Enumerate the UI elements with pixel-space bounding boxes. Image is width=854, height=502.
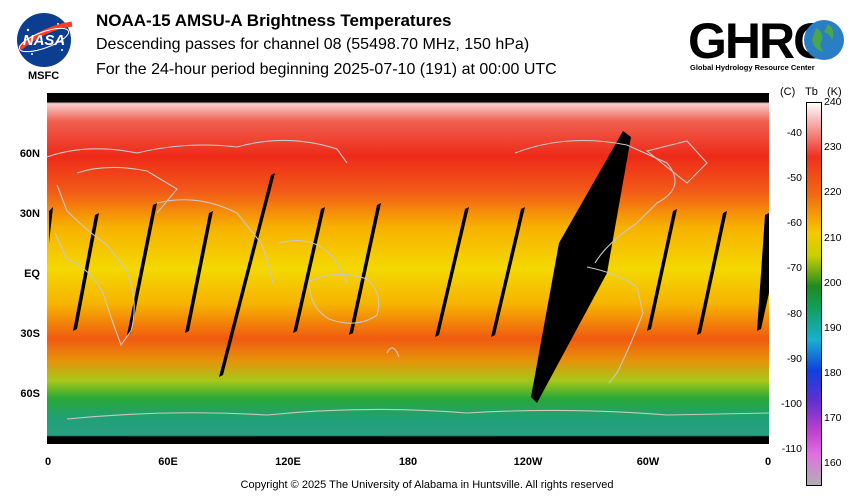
lon-label-120w: 120W	[513, 456, 543, 468]
colorbar-celsius-label: -60	[786, 217, 802, 230]
lat-label-60s: 60S	[20, 388, 40, 400]
colorbar-kelvin-label: 230	[824, 141, 842, 154]
colorbar-kelvin-label: 220	[824, 186, 842, 199]
colorbar-kelvin-label: 210	[824, 231, 842, 244]
colorbar-kelvin-label: 170	[824, 412, 842, 425]
colorbar-celsius-label: -90	[786, 352, 802, 365]
colorbar-header-celsius: (C)	[780, 86, 796, 98]
colorbar-kelvin-label: 190	[824, 321, 842, 334]
colorbar-celsius-label: -40	[786, 126, 802, 139]
nasa-msfc-label: MSFC	[28, 70, 60, 82]
lon-label-180: 180	[398, 456, 418, 468]
nasa-logo: NASA	[17, 13, 73, 67]
colorbar-celsius-label: -80	[786, 307, 802, 320]
colorbar-header-kelvin: (K)	[827, 86, 842, 98]
subtitle-period: For the 24-hour period beginning 2025-07…	[96, 61, 557, 78]
colorbar-kelvin-label: 180	[824, 367, 842, 380]
colorbar-kelvin-label: 200	[824, 276, 842, 289]
colorbar-kelvin-label: 160	[824, 457, 842, 470]
subtitle-channel: Descending passes for channel 08 (55498.…	[96, 36, 530, 53]
ghrc-subtitle: Global Hydrology Resource Center	[690, 63, 815, 72]
lat-label-60n: 60N	[19, 148, 40, 160]
brightness-temperature-map	[47, 93, 769, 444]
colorbar-celsius-label: -110	[781, 443, 802, 456]
temperature-field	[47, 93, 769, 444]
copyright-notice: Copyright © 2025 The University of Alaba…	[240, 479, 614, 491]
lat-label-eq: EQ	[24, 268, 40, 280]
lon-label-60w: 60W	[636, 456, 660, 468]
lon-label-120e: 120E	[275, 456, 301, 468]
lon-label-0-right: 0	[764, 456, 772, 468]
lat-label-30s: 30S	[20, 328, 40, 340]
lon-label-0-left: 0	[44, 456, 52, 468]
colorbar	[806, 102, 822, 486]
page-title: NOAA-15 AMSU-A Brightness Temperatures	[96, 11, 452, 30]
nasa-logo-text: NASA	[23, 32, 66, 49]
colorbar-celsius-label: -100	[780, 398, 802, 410]
lat-label-30n: 30N	[19, 208, 40, 220]
lon-label-60e: 60E	[158, 456, 178, 468]
colorbar-header-tb: Tb	[805, 86, 818, 98]
ghrc-logo: GHRC	[688, 13, 844, 68]
colorbar-celsius-label: -70	[786, 262, 802, 275]
coastlines	[47, 139, 769, 420]
colorbar-celsius-label: -50	[786, 172, 802, 185]
colorbar-kelvin-label: 240	[824, 96, 842, 108]
